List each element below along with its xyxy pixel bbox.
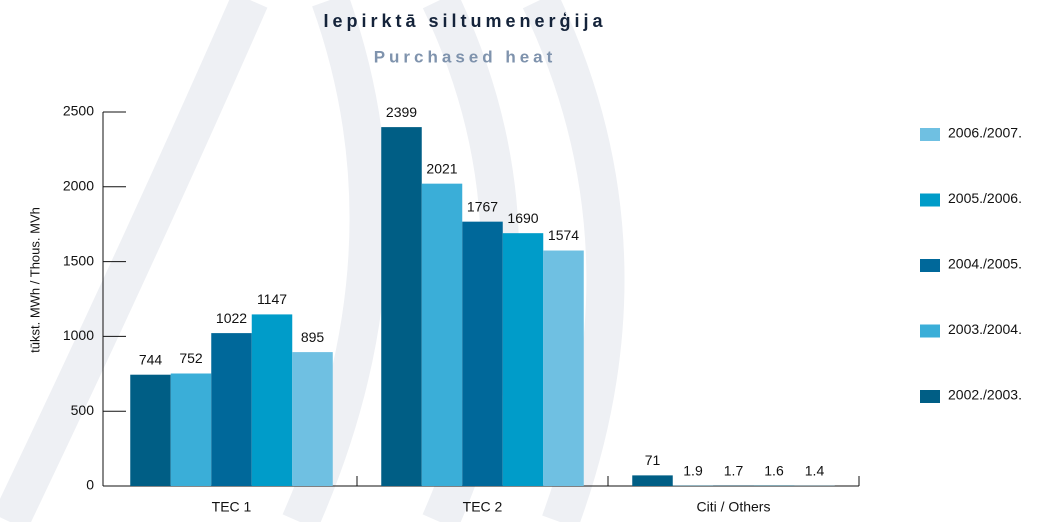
value-label: 1574	[548, 227, 579, 243]
value-label: 2399	[386, 104, 417, 120]
legend-swatch	[920, 193, 940, 207]
value-label: 1.4	[805, 462, 825, 478]
legend-label: 2004./2005.	[948, 256, 1022, 272]
value-label: 2021	[426, 160, 457, 176]
bar	[632, 475, 673, 486]
value-label: 1767	[467, 198, 498, 214]
y-tick-label: 500	[71, 402, 95, 418]
value-label: 1147	[257, 291, 287, 307]
x-tick-label: Citi / Others	[697, 499, 771, 515]
x-tick-label: TEC 2	[463, 499, 503, 515]
value-label: 1022	[216, 310, 247, 326]
y-tick-label: 2000	[63, 178, 94, 194]
y-tick-label: 1500	[63, 252, 94, 268]
legend-label: 2005./2006.	[948, 190, 1022, 206]
bar	[211, 333, 252, 486]
legend-swatch	[920, 259, 940, 272]
value-label: 895	[301, 329, 325, 345]
legend-label: 2002./2003.	[948, 387, 1022, 403]
bar	[462, 221, 503, 486]
value-label: 1.7	[724, 462, 744, 478]
bar	[292, 352, 333, 486]
bar	[381, 127, 422, 487]
legend-label: 2006./2007.	[948, 125, 1022, 141]
legend-swatch	[920, 324, 940, 338]
y-tick-label: 0	[86, 477, 94, 493]
bar	[502, 233, 544, 486]
value-label: 752	[179, 350, 203, 366]
legend-swatch	[920, 390, 940, 403]
chart-subtitle: Purchased heat	[374, 47, 557, 66]
value-label: 1690	[507, 210, 538, 226]
y-tick-label: 2500	[63, 103, 94, 119]
value-label: 744	[139, 351, 163, 367]
bar	[170, 373, 212, 486]
legend-swatch	[920, 128, 940, 141]
bar	[421, 183, 463, 487]
bar	[543, 250, 584, 486]
bar	[130, 374, 171, 486]
chart-title: Iepirktā siltumenerģija	[323, 11, 606, 31]
value-label: 1.6	[764, 462, 784, 478]
legend-label: 2003./2004.	[948, 321, 1022, 337]
value-label: 71	[645, 452, 661, 468]
bar	[251, 314, 293, 486]
y-axis-label: tūkst. MWh / Thous. MVh	[27, 207, 42, 353]
value-label: 1.9	[683, 462, 703, 478]
x-tick-label: TEC 1	[212, 499, 252, 515]
y-tick-label: 1000	[63, 327, 94, 343]
